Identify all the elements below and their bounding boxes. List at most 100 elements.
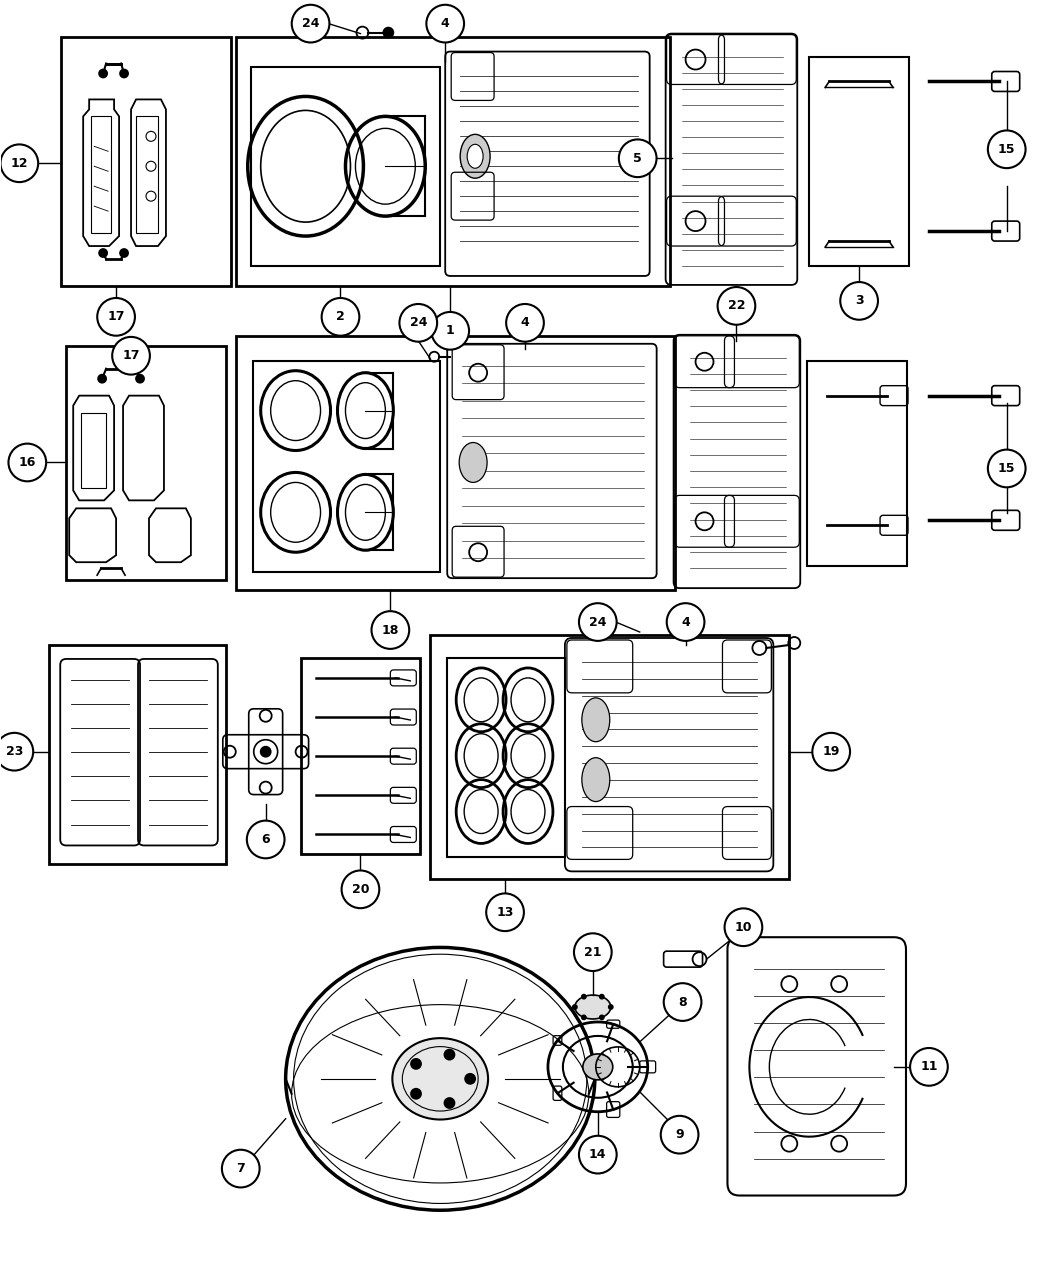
Circle shape (372, 611, 410, 649)
Ellipse shape (582, 697, 610, 742)
Text: 15: 15 (998, 462, 1015, 476)
Text: 21: 21 (584, 946, 602, 959)
Ellipse shape (459, 442, 487, 482)
Text: 4: 4 (441, 17, 449, 31)
Circle shape (582, 994, 586, 998)
Text: 17: 17 (122, 349, 140, 362)
Circle shape (321, 298, 359, 335)
Circle shape (840, 282, 878, 320)
Circle shape (292, 5, 330, 42)
Circle shape (724, 908, 762, 946)
Circle shape (112, 337, 150, 375)
Circle shape (664, 983, 701, 1021)
Circle shape (582, 1015, 586, 1020)
Text: 2: 2 (336, 310, 344, 324)
Circle shape (411, 1060, 421, 1068)
Text: 4: 4 (521, 316, 529, 329)
Circle shape (99, 249, 107, 258)
Text: 15: 15 (998, 143, 1015, 156)
Circle shape (988, 450, 1026, 487)
Ellipse shape (574, 994, 611, 1019)
Circle shape (8, 444, 46, 482)
Circle shape (222, 1150, 259, 1187)
Text: 18: 18 (381, 623, 399, 636)
Bar (447, 658, 565, 857)
Text: 3: 3 (855, 295, 863, 307)
Ellipse shape (582, 757, 610, 802)
Circle shape (813, 733, 851, 770)
Circle shape (426, 5, 464, 42)
Circle shape (247, 821, 285, 858)
Text: 11: 11 (920, 1061, 938, 1074)
Circle shape (667, 603, 705, 641)
Circle shape (120, 249, 128, 258)
Circle shape (99, 70, 107, 78)
Circle shape (98, 375, 106, 382)
Bar (49, 645, 226, 864)
Text: 6: 6 (261, 833, 270, 847)
Circle shape (136, 375, 144, 382)
Circle shape (618, 139, 656, 177)
Text: 4: 4 (681, 616, 690, 629)
Circle shape (600, 1015, 604, 1020)
Text: 20: 20 (352, 882, 370, 896)
Circle shape (0, 733, 34, 770)
Bar (430, 635, 790, 880)
Bar (810, 56, 909, 266)
Circle shape (988, 130, 1026, 168)
Circle shape (579, 603, 616, 641)
Text: 1: 1 (446, 324, 455, 338)
Text: 7: 7 (236, 1162, 245, 1176)
Bar (807, 361, 907, 566)
Circle shape (486, 894, 524, 931)
Text: 23: 23 (5, 745, 23, 759)
Text: 22: 22 (728, 300, 746, 312)
Circle shape (506, 303, 544, 342)
Bar (236, 335, 674, 590)
Bar (66, 346, 226, 580)
Text: 16: 16 (19, 456, 36, 469)
Text: 12: 12 (10, 157, 28, 170)
Circle shape (609, 1005, 613, 1009)
Text: 19: 19 (822, 745, 840, 759)
Bar (236, 37, 670, 286)
Circle shape (383, 28, 394, 37)
Bar (300, 658, 420, 854)
Circle shape (254, 740, 277, 764)
Ellipse shape (393, 1038, 488, 1119)
Text: 5: 5 (633, 152, 643, 164)
Circle shape (444, 1098, 455, 1108)
Circle shape (465, 1074, 476, 1084)
Text: 8: 8 (678, 996, 687, 1009)
Circle shape (120, 70, 128, 78)
Bar (253, 361, 440, 572)
Circle shape (260, 747, 271, 756)
Bar (61, 37, 231, 286)
Circle shape (341, 871, 379, 908)
Ellipse shape (467, 144, 483, 168)
Circle shape (411, 1089, 421, 1099)
Circle shape (98, 298, 135, 335)
Text: 17: 17 (107, 310, 125, 324)
Text: 24: 24 (301, 17, 319, 31)
Ellipse shape (460, 134, 490, 179)
Circle shape (717, 287, 755, 325)
Circle shape (0, 144, 38, 182)
Circle shape (399, 303, 437, 342)
Circle shape (579, 1136, 616, 1173)
Text: 10: 10 (735, 921, 752, 933)
Circle shape (660, 1116, 698, 1154)
Circle shape (910, 1048, 948, 1086)
Circle shape (432, 312, 469, 349)
Text: 14: 14 (589, 1148, 607, 1162)
Circle shape (444, 1049, 455, 1060)
Circle shape (574, 933, 612, 972)
Bar (251, 66, 440, 266)
Text: 13: 13 (497, 905, 513, 919)
Circle shape (600, 994, 604, 998)
Text: 9: 9 (675, 1128, 684, 1141)
Text: 24: 24 (410, 316, 427, 329)
Text: 24: 24 (589, 616, 607, 629)
Circle shape (573, 1005, 576, 1009)
Ellipse shape (583, 1054, 613, 1080)
